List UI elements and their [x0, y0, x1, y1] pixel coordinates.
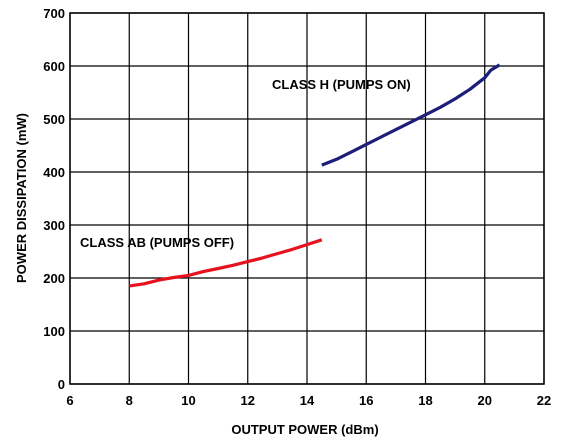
grid-lines	[69, 12, 545, 385]
x-tick-label: 8	[126, 393, 133, 408]
x-tick-label: 16	[359, 393, 373, 408]
y-axis-title: POWER DISSIPATION (mW)	[14, 113, 29, 283]
series-label-class-ab: CLASS AB (PUMPS OFF)	[80, 235, 234, 250]
series-line-class-ab	[129, 238, 323, 288]
x-tick-label: 20	[478, 393, 492, 408]
x-tick-label: 6	[66, 393, 73, 408]
y-tick-label: 600	[43, 59, 65, 74]
x-tick-labels: 6 8 10 12 14 16 18 20 22	[66, 393, 551, 408]
x-axis-title: OUTPUT POWER (dBm)	[231, 422, 378, 437]
x-tick-label: 12	[241, 393, 255, 408]
y-tick-label: 0	[58, 377, 65, 392]
x-tick-label: 18	[418, 393, 432, 408]
y-tick-label: 100	[43, 324, 65, 339]
x-tick-label: 14	[300, 393, 315, 408]
x-tick-label: 10	[181, 393, 195, 408]
series-label-class-h: CLASS H (PUMPS ON)	[272, 77, 411, 92]
y-tick-label: 200	[43, 271, 65, 286]
data-series	[129, 63, 501, 288]
y-tick-label: 500	[43, 112, 65, 127]
y-tick-label: 700	[43, 6, 65, 21]
y-tick-labels: 0 100 200 300 400 500 600 700	[43, 6, 65, 392]
y-tick-label: 400	[43, 165, 65, 180]
series-line-class-h	[321, 63, 501, 167]
series-labels: CLASS H (PUMPS ON) CLASS AB (PUMPS OFF)	[80, 77, 411, 250]
y-tick-label: 300	[43, 218, 65, 233]
plot-frame	[69, 12, 545, 385]
x-tick-label: 22	[537, 393, 551, 408]
